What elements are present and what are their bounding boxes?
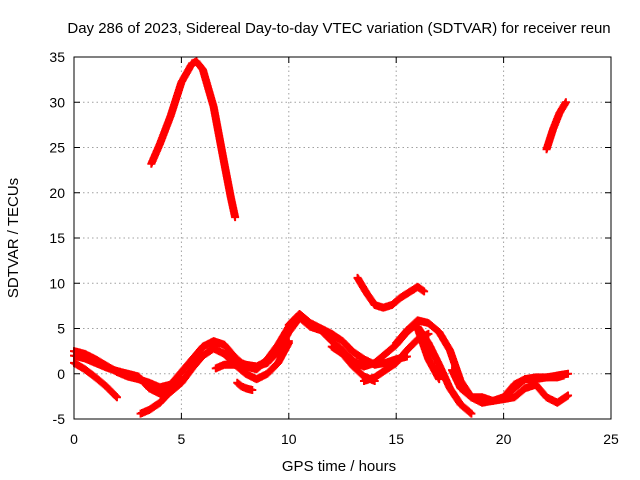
x-tick-label: 5 bbox=[178, 431, 186, 447]
interpolated-markers bbox=[393, 347, 410, 366]
series-arc-18 bbox=[542, 98, 570, 154]
data-point bbox=[248, 386, 257, 395]
data-point bbox=[564, 391, 573, 400]
data-point bbox=[561, 98, 570, 107]
interpolated-markers bbox=[232, 361, 249, 377]
interpolated-markers bbox=[274, 340, 293, 366]
grid-lines bbox=[74, 57, 611, 419]
data-markers bbox=[70, 57, 573, 418]
data-point bbox=[420, 287, 429, 296]
interpolated-markers bbox=[274, 329, 293, 354]
interpolated-markers bbox=[178, 356, 196, 375]
y-tick-label: -5 bbox=[53, 411, 66, 427]
data-point bbox=[559, 371, 568, 380]
interpolated-markers bbox=[457, 401, 475, 417]
interpolated-markers bbox=[404, 336, 421, 354]
interpolated-markers bbox=[189, 352, 206, 372]
interpolated-markers bbox=[209, 104, 229, 167]
interpolated-markers bbox=[549, 110, 563, 132]
series-arc-17 bbox=[499, 371, 568, 402]
interpolated-markers bbox=[457, 385, 475, 401]
interpolated-markers bbox=[500, 381, 518, 401]
interpolated-markers bbox=[511, 385, 528, 401]
interpolated-markers bbox=[167, 79, 185, 119]
interpolated-markers bbox=[156, 113, 175, 147]
x-tick-label: 10 bbox=[281, 431, 297, 447]
data-point bbox=[177, 375, 186, 384]
interpolated-markers bbox=[227, 194, 239, 220]
series-arc-4 bbox=[136, 375, 186, 418]
series-arc-8 bbox=[233, 378, 257, 395]
interpolated-markers bbox=[446, 385, 464, 408]
interpolated-markers bbox=[178, 60, 196, 85]
interpolated-markers bbox=[220, 161, 235, 200]
data-point bbox=[435, 375, 444, 384]
y-tick-label: 0 bbox=[57, 366, 65, 382]
interpolated-markers bbox=[199, 67, 218, 110]
interpolated-markers bbox=[189, 343, 206, 363]
chart-title: Day 286 of 2023, Sidereal Day-to-day VTE… bbox=[67, 20, 610, 37]
interpolated-markers bbox=[435, 362, 454, 391]
interpolated-markers bbox=[221, 341, 239, 361]
interpolated-markers bbox=[425, 356, 443, 382]
interpolated-markers bbox=[264, 348, 281, 366]
x-axis-label: GPS time / hours bbox=[282, 458, 396, 475]
y-tick-label: 25 bbox=[49, 140, 65, 156]
interpolated-markers bbox=[103, 383, 120, 401]
interpolated-markers bbox=[354, 275, 370, 295]
x-tick-label: 25 bbox=[603, 431, 619, 447]
interpolated-markers bbox=[425, 340, 443, 368]
interpolated-markers bbox=[156, 390, 172, 406]
x-tick-labels: 0 5 10 15 20 25 bbox=[70, 431, 619, 447]
series-arc-5 bbox=[147, 57, 240, 222]
y-tick-labels: -5 0 5 10 15 20 25 30 35 bbox=[49, 49, 65, 427]
data-point bbox=[231, 213, 240, 222]
interpolated-markers bbox=[296, 311, 314, 327]
data-point bbox=[467, 409, 476, 418]
series-arc-15 bbox=[413, 324, 444, 384]
interpolated-markers bbox=[382, 341, 400, 357]
interpolated-markers bbox=[167, 369, 185, 388]
interpolated-markers bbox=[435, 329, 454, 353]
y-tick-label: 5 bbox=[57, 321, 65, 337]
interpolated-markers bbox=[234, 379, 245, 390]
interpolated-markers bbox=[393, 327, 410, 346]
interpolated-markers bbox=[264, 359, 281, 377]
interpolated-markers bbox=[221, 350, 239, 368]
y-tick-label: 20 bbox=[49, 185, 65, 201]
interpolated-markers bbox=[92, 374, 110, 390]
y-tick-label: 15 bbox=[49, 230, 65, 246]
plot-frame bbox=[73, 56, 612, 420]
y-axis-label: SDTVAR / TECUs bbox=[5, 178, 22, 298]
data-point bbox=[564, 369, 573, 378]
interpolated-markers bbox=[147, 141, 164, 167]
x-tick-label: 0 bbox=[70, 431, 78, 447]
interpolated-markers bbox=[532, 381, 550, 401]
series-arc-7 bbox=[220, 338, 293, 384]
interpolated-markers bbox=[414, 325, 432, 362]
y-tick-label: 30 bbox=[49, 94, 65, 110]
interpolated-markers bbox=[448, 367, 464, 391]
interpolated-markers bbox=[339, 350, 357, 370]
axis-ticks bbox=[73, 56, 612, 420]
data-point bbox=[284, 338, 293, 347]
y-tick-label: 10 bbox=[49, 275, 65, 291]
x-tick-label: 20 bbox=[496, 431, 512, 447]
y-tick-label: 35 bbox=[49, 49, 65, 65]
interpolated-markers bbox=[238, 383, 249, 392]
interpolated-markers bbox=[135, 373, 153, 392]
x-tick-label: 15 bbox=[388, 431, 404, 447]
interpolated-markers bbox=[425, 320, 442, 336]
data-point bbox=[112, 393, 121, 402]
series-arc-11 bbox=[353, 273, 429, 312]
interpolated-markers bbox=[339, 338, 357, 355]
